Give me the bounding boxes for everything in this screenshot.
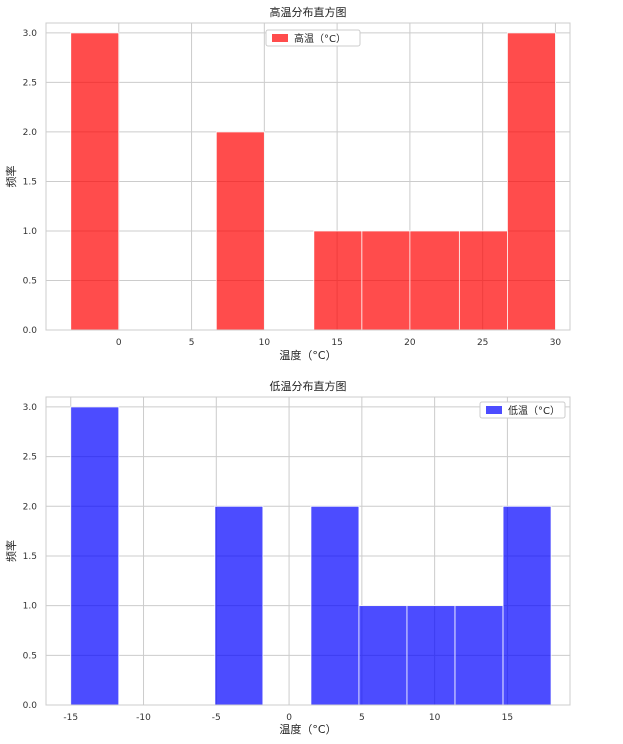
chart-title: 高温分布直方图 bbox=[270, 5, 347, 19]
legend-box bbox=[265, 29, 361, 47]
legend-label: 高温（°C） bbox=[294, 32, 346, 45]
histogram-bar bbox=[409, 230, 460, 331]
y-tick-label: 1.5 bbox=[23, 177, 37, 187]
histogram-bar bbox=[502, 505, 552, 706]
y-tick-label: 3.0 bbox=[23, 29, 38, 39]
x-tick-label: 5 bbox=[359, 713, 365, 723]
y-tick-label: 2.5 bbox=[23, 78, 37, 88]
low-temp-histogram: -15 -10 -5 0 5 10 15 0.0 0.5 1.0 1.5 2.0 2.5 3.0 低温分布直… bbox=[4, 379, 571, 736]
y-tick-label: 2.5 bbox=[23, 453, 37, 463]
x-tick-label: -15 bbox=[63, 713, 78, 723]
y-tick-label: 2.0 bbox=[23, 128, 38, 138]
histogram-bar bbox=[458, 230, 508, 331]
x-tick-label: 20 bbox=[404, 338, 416, 348]
histogram-bar bbox=[70, 406, 120, 706]
x-tick-label: 30 bbox=[550, 338, 562, 348]
x-tick-label: -10 bbox=[136, 713, 151, 723]
x-tick-label: 25 bbox=[477, 338, 488, 348]
y-tick-label: 1.5 bbox=[23, 552, 37, 562]
plot-frame bbox=[45, 396, 571, 706]
y-tick-label: 1.0 bbox=[23, 227, 38, 237]
chart-title: 低温分布直方图 bbox=[270, 379, 347, 393]
x-axis-label: 温度（°C） bbox=[279, 348, 336, 362]
plot-frame bbox=[45, 22, 571, 331]
x-axis-label: 温度（°C） bbox=[279, 722, 336, 736]
histogram-bar bbox=[70, 32, 120, 331]
y-tick-label: 1.0 bbox=[23, 602, 38, 612]
histogram-bar bbox=[406, 605, 456, 706]
histogram-bar bbox=[507, 32, 556, 331]
legend-label: 低温（°C） bbox=[508, 404, 560, 417]
x-tick-label: 15 bbox=[331, 338, 342, 348]
y-tick-label: 0.5 bbox=[23, 651, 37, 661]
y-axis-label: 频率 bbox=[4, 166, 18, 188]
high-temp-histogram: 0 5 10 15 20 25 30 0.0 0.5 1.0 1.5 2.0 2.5 3.0 高温分布直方图… bbox=[4, 5, 571, 362]
x-tick-label: 5 bbox=[189, 338, 195, 348]
histogram-bar bbox=[313, 230, 363, 331]
x-tick-label: 10 bbox=[259, 338, 271, 348]
x-tick-label: 15 bbox=[502, 713, 513, 723]
histogram-bar bbox=[214, 505, 264, 706]
legend-swatch bbox=[272, 34, 288, 42]
histogram-bar bbox=[361, 230, 411, 331]
histogram-bar bbox=[454, 605, 504, 706]
x-tick-label: 0 bbox=[286, 713, 292, 723]
histogram-bar bbox=[215, 131, 265, 331]
y-tick-label: 2.0 bbox=[23, 502, 38, 512]
y-tick-label: 0.5 bbox=[23, 276, 37, 286]
y-tick-label: 0.0 bbox=[23, 701, 38, 711]
y-axis-label: 频率 bbox=[4, 540, 18, 562]
histogram-bar bbox=[358, 605, 408, 706]
y-tick-label: 3.0 bbox=[23, 403, 38, 413]
legend-swatch bbox=[486, 406, 502, 414]
histogram-bar bbox=[310, 505, 360, 706]
x-tick-label: 10 bbox=[429, 713, 441, 723]
x-tick-label: -5 bbox=[212, 713, 221, 723]
y-tick-label: 0.0 bbox=[23, 326, 38, 336]
x-tick-label: 0 bbox=[116, 338, 122, 348]
